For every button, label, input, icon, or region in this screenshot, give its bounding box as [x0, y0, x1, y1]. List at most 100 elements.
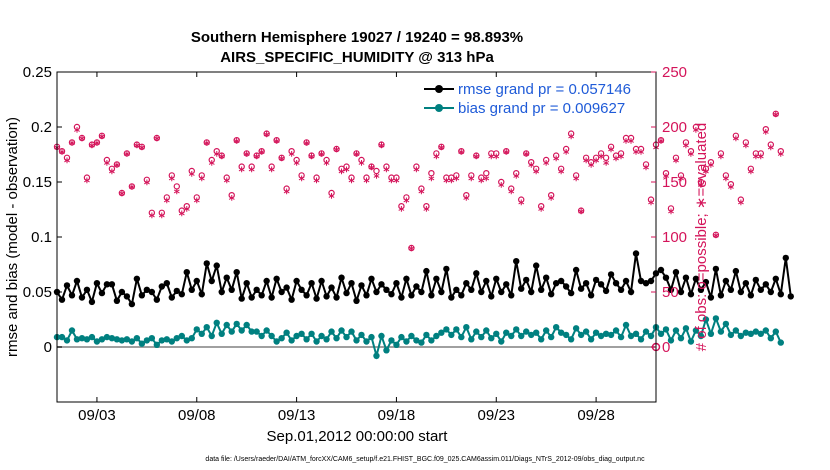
- obs-possible-point: [348, 174, 355, 181]
- obs-evaluated-point: *: [583, 156, 590, 170]
- obs-possible-point: [438, 143, 445, 150]
- rmse-point: [393, 280, 400, 287]
- rmse-point: [622, 277, 630, 285]
- bias-point: [343, 333, 350, 341]
- obs-possible-point: [552, 152, 560, 159]
- obs-possible-point: [498, 178, 505, 186]
- obs-possible-point: [747, 165, 755, 172]
- bias-point: [687, 338, 695, 345]
- obs-evaluated-point: *: [728, 182, 735, 196]
- bias-point: [68, 327, 76, 334]
- obs-evaluated-point: *: [773, 110, 780, 124]
- obs-evaluated-point: *: [733, 134, 740, 148]
- x-tick-label: 09/08: [178, 407, 216, 424]
- rmse-point: [213, 262, 220, 269]
- obs-evaluated-point: *: [124, 149, 131, 163]
- rmse-point: [577, 285, 585, 292]
- obs-possible-point: [173, 183, 180, 190]
- bias-point: [572, 325, 580, 332]
- obs-evaluated-point: *: [643, 162, 650, 176]
- bias-point: [508, 332, 515, 340]
- rmse-point: [518, 285, 525, 292]
- rmse-point: [273, 275, 280, 282]
- obs-possible-point: [368, 163, 375, 170]
- obs-possible-point: [163, 194, 171, 201]
- rmse-point: [498, 288, 505, 296]
- bias-point: [58, 333, 66, 341]
- obs-possible-point: [378, 141, 385, 148]
- obs-possible-point: [617, 150, 625, 157]
- obs-evaluated-point: *: [69, 138, 76, 152]
- obs-evaluated-point: *: [209, 158, 216, 172]
- obs-evaluated-point: *: [179, 209, 186, 223]
- bias-point: [747, 330, 755, 337]
- legend: rmse grand pr = 0.057146 bias grand pr =…: [424, 81, 631, 117]
- obs-evaluated-point: *: [383, 165, 390, 179]
- obs-possible-point: [742, 139, 750, 146]
- obs-possible-point: [503, 147, 510, 155]
- obs-possible-point: [208, 156, 215, 164]
- rmse-point: [418, 288, 425, 296]
- obs-evaluated-point: *: [79, 134, 86, 148]
- rmse-point: [627, 288, 635, 296]
- obs-evaluated-point: *: [623, 136, 630, 150]
- rmse-point: [163, 280, 171, 287]
- bias-point: [338, 327, 345, 334]
- bias-point: [213, 319, 220, 326]
- rmse-point: [637, 277, 645, 285]
- obs-evaluated-point: *: [278, 154, 285, 168]
- bias-point: [413, 337, 420, 344]
- rmse-point: [528, 288, 535, 296]
- legend-rmse-label: rmse grand pr = 0.057146: [458, 81, 631, 98]
- bias-point: [647, 332, 655, 340]
- rmse-point: [323, 293, 330, 300]
- bias-point: [118, 337, 126, 344]
- bias-point: [348, 328, 355, 335]
- obs-evaluated-point: *: [703, 167, 710, 181]
- obs-evaluated-point: *: [74, 125, 81, 139]
- obs-evaluated-point: *: [199, 173, 206, 187]
- bias-point: [398, 333, 405, 341]
- obs-possible-point: [418, 185, 425, 192]
- bias-point: [762, 327, 770, 334]
- bias-point: [752, 328, 760, 335]
- obs-evaluated-point: *: [738, 198, 745, 212]
- obs-possible-point: [178, 207, 185, 214]
- bias-point: [757, 330, 765, 337]
- rmse-point: [542, 274, 550, 281]
- obs-possible-point: [468, 172, 475, 179]
- obs-possible-point: [413, 163, 420, 170]
- bias-point: [617, 333, 625, 341]
- rmse-point: [283, 284, 290, 291]
- obs-possible-point: [602, 154, 610, 161]
- obs-possible-point: [243, 150, 250, 157]
- y-left-tick-label: 0.15: [23, 174, 52, 191]
- rmse-point: [403, 275, 410, 282]
- obs-possible-point: [732, 132, 740, 139]
- bias-point: [493, 330, 500, 337]
- obs-evaluated-point: *: [283, 187, 290, 201]
- rmse-point: [128, 300, 136, 308]
- obs-possible-point: [677, 172, 685, 179]
- obs-possible-point: [557, 165, 565, 172]
- bias-point: [278, 335, 285, 342]
- bias-point: [373, 352, 380, 359]
- rmse-point: [78, 294, 86, 301]
- obs-possible-point: [518, 196, 525, 203]
- obs-possible-point: [542, 156, 550, 164]
- bias-point: [577, 331, 585, 339]
- rmse-point: [478, 288, 485, 296]
- obs-possible-point: [547, 191, 555, 199]
- obs-evaluated-point: *: [159, 211, 166, 225]
- bias-point: [423, 331, 430, 339]
- obs-evaluated-point: *: [543, 158, 550, 172]
- obs-possible-point: [283, 185, 290, 192]
- rmse-point: [483, 277, 490, 285]
- obs-possible-point: [513, 169, 520, 177]
- obs-evaluated-point: *: [269, 165, 276, 179]
- rmse-point: [607, 271, 615, 278]
- bias-point: [333, 335, 340, 342]
- bias-point: [223, 321, 230, 329]
- obs-possible-point: [253, 152, 260, 159]
- bias-point: [428, 337, 435, 344]
